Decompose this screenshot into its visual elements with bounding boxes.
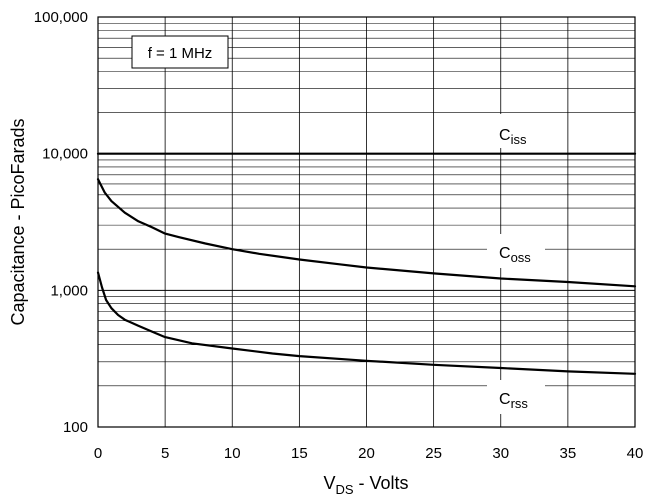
x-tick-label: 0	[94, 445, 102, 462]
x-tick-label: 35	[560, 445, 577, 462]
annotation-box	[131, 35, 229, 69]
x-tick-label: 5	[161, 445, 169, 462]
series-label-coss-sub: oss	[511, 250, 532, 265]
plot-area-border	[97, 16, 636, 428]
x-tick-label: 10	[224, 445, 241, 462]
y-tick-label: 10,000	[42, 146, 88, 163]
annotation-text: f = 1 MHz	[148, 45, 213, 62]
svg-text:Coss: Coss	[499, 245, 531, 265]
y-axis-title: Capacitance - PicoFarads	[8, 118, 28, 325]
series-label-crss-main: C	[499, 391, 511, 408]
x-tick-label: 20	[358, 445, 375, 462]
x-tick-label: 15	[291, 445, 308, 462]
series-line-coss	[96, 178, 637, 288]
series-label-ciss: Ciss	[487, 114, 545, 148]
svg-text:Crss: Crss	[499, 391, 528, 411]
series-label-ciss-sub: iss	[511, 132, 527, 147]
x-tick-label: 40	[627, 445, 644, 462]
series-lines	[96, 152, 637, 375]
x-tick-label: 30	[492, 445, 509, 462]
svg-text:Ciss: Ciss	[499, 127, 527, 147]
series-label-coss: Coss	[487, 234, 545, 268]
series-label-crss-sub: rss	[511, 396, 529, 411]
series-label-coss-main: C	[499, 245, 511, 262]
y-tick-label: 100	[63, 419, 88, 436]
y-tick-label: 1,000	[50, 282, 88, 299]
y-tick-label: 100,000	[34, 9, 88, 26]
x-axis-title: VDS - Volts	[323, 473, 408, 497]
x-tick-label: 25	[425, 445, 442, 462]
major-gridlines	[97, 16, 636, 428]
series-label-ciss-main: C	[499, 127, 511, 144]
series-line-crss	[96, 271, 637, 375]
tick-labels: 0 5 10 15 20 25 30 35 40 100 1,000 10,000 100,000	[34, 9, 644, 462]
series-label-crss: Crss	[487, 380, 545, 414]
